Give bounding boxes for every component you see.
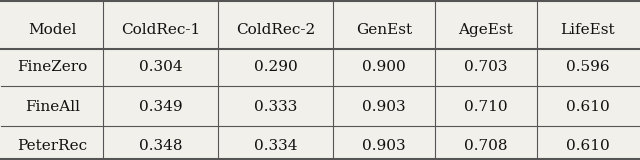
Text: 0.610: 0.610 <box>566 100 609 114</box>
Text: Model: Model <box>28 23 77 37</box>
Text: 0.349: 0.349 <box>139 100 182 114</box>
Text: ColdRec-2: ColdRec-2 <box>236 23 316 37</box>
Text: ColdRec-1: ColdRec-1 <box>121 23 200 37</box>
Text: LifeEst: LifeEst <box>561 23 615 37</box>
Text: 0.710: 0.710 <box>464 100 508 114</box>
Text: 0.703: 0.703 <box>464 60 508 74</box>
Text: GenEst: GenEst <box>356 23 412 37</box>
Text: 0.610: 0.610 <box>566 139 609 153</box>
Text: 0.334: 0.334 <box>254 139 298 153</box>
Text: 0.290: 0.290 <box>254 60 298 74</box>
Text: 0.304: 0.304 <box>139 60 182 74</box>
Text: 0.708: 0.708 <box>464 139 508 153</box>
Text: 0.348: 0.348 <box>139 139 182 153</box>
Text: 0.596: 0.596 <box>566 60 609 74</box>
Text: PeterRec: PeterRec <box>17 139 88 153</box>
Text: 0.333: 0.333 <box>254 100 298 114</box>
Text: 0.900: 0.900 <box>362 60 406 74</box>
Text: 0.903: 0.903 <box>362 139 406 153</box>
Text: FineAll: FineAll <box>25 100 80 114</box>
Text: 0.903: 0.903 <box>362 100 406 114</box>
Text: FineZero: FineZero <box>17 60 88 74</box>
Text: AgeEst: AgeEst <box>458 23 513 37</box>
